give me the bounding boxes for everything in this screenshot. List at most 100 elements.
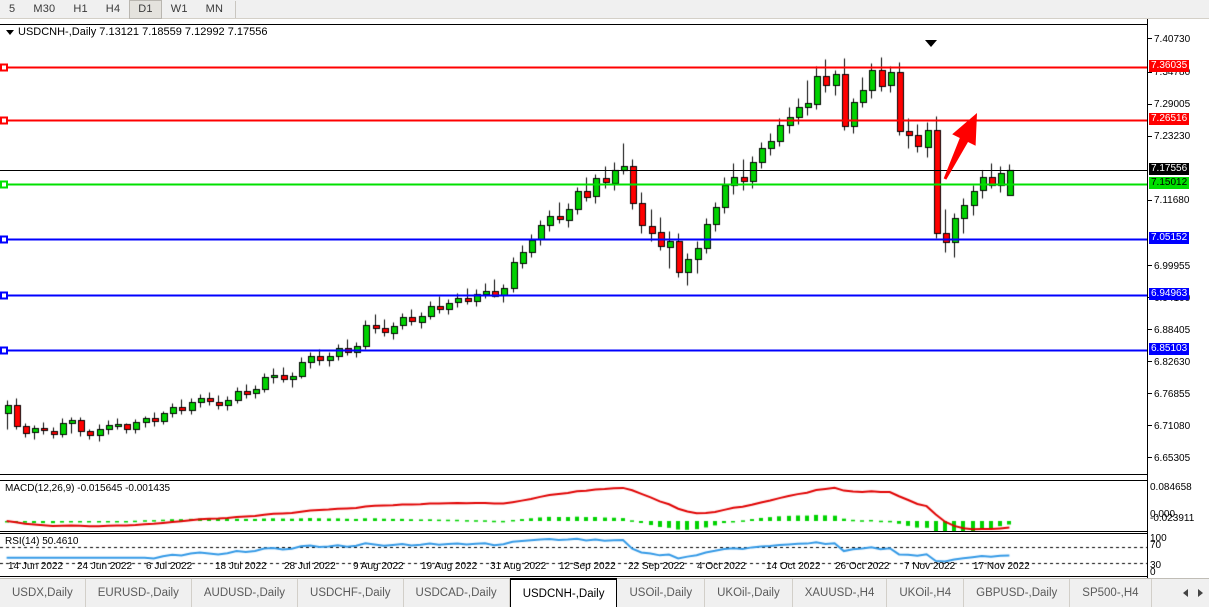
timeframe-button-h4[interactable]: H4	[105, 3, 121, 15]
price-level-anchor-handle[interactable]	[0, 180, 8, 189]
timeframe-button-w1[interactable]: W1	[170, 3, 188, 15]
tick-dash-icon	[1148, 361, 1152, 363]
price-axis-badge-last-price[interactable]: 7.17556	[1149, 162, 1190, 175]
date-axis: 14 Jun 2022 24 Jun 2022 6 Jul 2022 18 Jul 2…	[0, 559, 1147, 578]
price-axis-badge-support[interactable]: 6.94963	[1149, 288, 1190, 301]
price-pane[interactable]	[0, 24, 1147, 475]
price-level-anchor-handle[interactable]	[0, 346, 8, 355]
timeframe-button-h1[interactable]: H1	[73, 3, 88, 15]
scroll-left-icon[interactable]	[1183, 589, 1188, 597]
price-axis-tick-label: 6.65305	[1154, 452, 1191, 464]
date-axis-label: 28 Jul 2022	[284, 561, 336, 572]
chart-area[interactable]: USDCNH-,Daily 7.13121 7.18559 7.12992 7.…	[0, 19, 1209, 578]
symbol-tab-ukoil--h4[interactable]: UKOil-,H4	[887, 579, 965, 607]
tick-dash-icon	[1148, 425, 1152, 427]
symbol-tab-usdcad--daily[interactable]: USDCAD-,Daily	[404, 579, 510, 607]
price-axis-tick-label: 6.99955	[1154, 260, 1191, 272]
date-axis-label: 14 Oct 2022	[766, 561, 821, 572]
price-axis-tick-label: 6.88405	[1154, 324, 1191, 336]
symbol-ohlc-label: USDCNH-,Daily 7.13121 7.18559 7.12992 7.…	[6, 26, 268, 38]
symbol-tab-audusd--daily[interactable]: AUDUSD-,Daily	[192, 579, 299, 607]
rsi-pane[interactable]: RSI(14) 50.4610	[0, 533, 1147, 577]
date-axis-label: 22 Sep 2022	[628, 561, 685, 572]
macd-pane[interactable]: MACD(12,26,9) -0.015645 -0.001435	[0, 480, 1147, 532]
tick-dash-icon	[1148, 103, 1152, 105]
symbol-tab-gbpusd--daily[interactable]: GBPUSD-,Daily	[964, 579, 1071, 607]
price-axis-tick: 6.82630	[1148, 357, 1190, 368]
macd-axis-label: 0.000	[1150, 509, 1176, 520]
price-axis-tick: 7.23230	[1148, 131, 1190, 142]
price-axis-tick: 7.40730	[1148, 34, 1190, 45]
macd-canvas	[0, 481, 1147, 531]
tick-dash-icon	[1148, 38, 1152, 40]
symbol-tab-ukoil--daily[interactable]: UKOil-,Daily	[705, 579, 793, 607]
price-axis-tick-label: 7.40730	[1154, 34, 1191, 46]
macd-axis-label: -0.023911	[1150, 513, 1195, 524]
price-axis-tick-label: 7.11680	[1154, 195, 1190, 207]
tick-dash-icon	[1148, 199, 1152, 201]
price-axis-badge-resistance[interactable]: 7.26516	[1149, 113, 1190, 126]
symbol-tab-eurusd--daily[interactable]: EURUSD-,Daily	[86, 579, 192, 607]
timeframe-button-d1[interactable]: D1	[129, 0, 162, 19]
symbol-tab-usdchf--daily[interactable]: USDCHF-,Daily	[298, 579, 404, 607]
rsi-axis-label: 100	[1150, 533, 1167, 544]
price-axis-badge-support[interactable]: 7.05152	[1149, 231, 1190, 244]
price-axis-tick-label: 7.29005	[1154, 99, 1191, 111]
date-axis-label: 26 Oct 2022	[835, 561, 890, 572]
price-axis-tick: 6.76855	[1148, 389, 1190, 400]
timeframe-button-m30[interactable]: M30	[33, 3, 56, 15]
rsi-axis-label: 30	[1150, 560, 1162, 571]
tick-dash-icon	[1148, 393, 1152, 395]
date-axis-label: 12 Sep 2022	[559, 561, 616, 572]
price-axis-tick: 7.29005	[1148, 99, 1190, 110]
chevron-down-icon[interactable]	[6, 29, 14, 35]
tick-dash-icon	[1148, 135, 1152, 137]
price-axis-tick-label: 6.71080	[1154, 420, 1191, 432]
date-axis-label: 24 Jun 2022	[77, 561, 133, 572]
symbol-tab-sp500--h4[interactable]: SP500-,H4	[1070, 579, 1152, 607]
timeframe-toolbar: 5 M30 H1 H4 D1 W1 MN	[0, 0, 1209, 19]
arrow-shape	[943, 113, 977, 180]
timeframe-button-5[interactable]: 5	[9, 3, 16, 15]
price-axis-tick: 7.11680	[1148, 195, 1189, 206]
price-level-anchor-handle[interactable]	[0, 235, 8, 244]
date-axis-label: 31 Aug 2022	[490, 561, 547, 572]
macd-axis-label: 0.084658	[1150, 482, 1192, 493]
candlestick-canvas[interactable]	[0, 25, 1147, 474]
toolbar-separator	[235, 0, 237, 18]
symbol-ohlc-text: USDCNH-,Daily 7.13121 7.18559 7.12992 7.…	[18, 26, 268, 38]
price-axis[interactable]: 7.40730 7.34780 7.29005 7.23230 7.11680 6.999…	[1147, 19, 1209, 578]
price-level-anchor-handle[interactable]	[0, 291, 8, 300]
price-axis-badge-support[interactable]: 7.15012	[1149, 176, 1190, 189]
symbol-tab-usdx-daily[interactable]: USDX,Daily	[0, 579, 86, 607]
bullish-arrow-annotation[interactable]	[943, 113, 977, 180]
price-level-anchor-handle[interactable]	[0, 116, 8, 125]
price-axis-badge-support[interactable]: 6.85103	[1149, 342, 1190, 355]
price-level-anchor-handle[interactable]	[0, 63, 8, 72]
symbol-tab-xauusd--h4[interactable]: XAUUSD-,H4	[793, 579, 888, 607]
price-axis-badge-resistance[interactable]: 7.36035	[1149, 60, 1190, 73]
date-axis-label: 19 Aug 2022	[421, 561, 478, 572]
tick-dash-icon	[1148, 329, 1152, 330]
timeframe-button-mn[interactable]: MN	[205, 3, 224, 15]
tick-dash-icon	[1148, 264, 1152, 266]
price-axis-tick-label: 7.23230	[1154, 131, 1191, 143]
symbol-tab-usoil--daily[interactable]: USOil-,Daily	[617, 579, 706, 607]
date-axis-label: 9 Aug 2022	[353, 561, 404, 572]
rsi-axis-label: 0	[1150, 567, 1156, 578]
rsi-canvas	[0, 534, 1147, 576]
tab-scroll-controls[interactable]	[1183, 579, 1209, 607]
price-axis-tick: 6.71080	[1148, 421, 1190, 432]
chart-top-marker-icon	[925, 40, 937, 47]
price-axis-tick: 6.99955	[1148, 261, 1190, 272]
scroll-right-icon[interactable]	[1198, 589, 1203, 597]
symbol-tab-usdcnh--daily[interactable]: USDCNH-,Daily	[509, 578, 618, 607]
symbol-tabbar[interactable]: USDX,Daily EURUSD-,Daily AUDUSD-,Daily USDC…	[0, 578, 1209, 607]
price-axis-tick-label: 7.34780	[1154, 67, 1191, 79]
date-axis-label: 17 Nov 2022	[973, 561, 1030, 572]
chart-overlay	[0, 63, 1147, 355]
date-axis-label: 18 Jul 2022	[215, 561, 267, 572]
rsi-axis-label: 70	[1150, 540, 1162, 551]
price-axis-tick-label: 6.82630	[1154, 356, 1191, 368]
